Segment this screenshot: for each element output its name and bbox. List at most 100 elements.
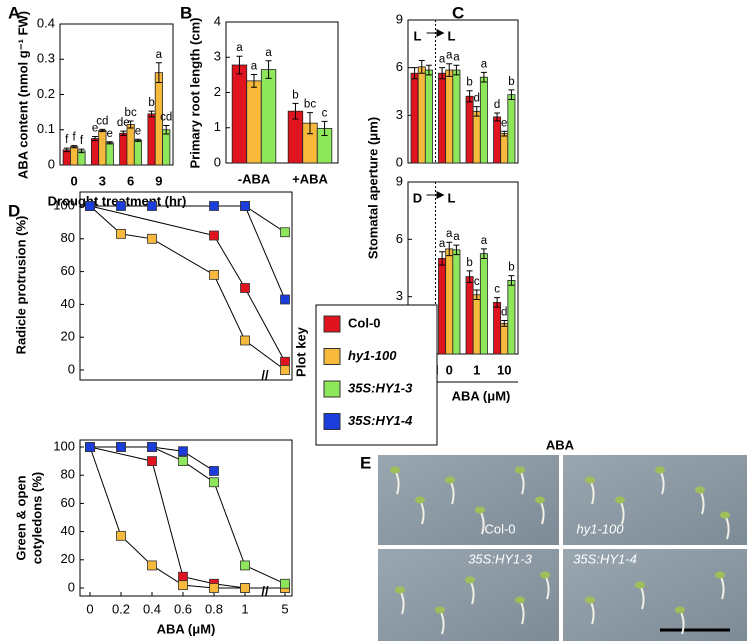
legend-swatch (323, 348, 341, 365)
significance-letter: b (508, 262, 514, 274)
seedling-leaf (475, 506, 485, 514)
series-line (89, 446, 285, 589)
error-bar (307, 112, 313, 135)
error-bar (127, 120, 134, 129)
significance-letter: b (292, 89, 298, 101)
seedling-leaf (720, 511, 730, 519)
bar (452, 69, 461, 164)
bar (445, 69, 454, 164)
point (280, 356, 290, 367)
significance-letter: cd (160, 112, 172, 124)
point (85, 201, 95, 211)
error-bar (494, 297, 501, 308)
x-tick-label: 1 (241, 601, 248, 616)
significance-letter: a (156, 49, 163, 61)
y-tick-label: 1 (214, 119, 221, 134)
significance-letter: c (322, 107, 328, 119)
point (209, 583, 219, 593)
y-tick-label: 9 (396, 173, 403, 188)
error-bar (155, 62, 162, 84)
error-bar (466, 90, 473, 103)
panel-letter: E (360, 453, 371, 472)
point (209, 201, 219, 211)
significance-letter: a (265, 47, 272, 59)
error-bar (99, 128, 106, 133)
error-bar (236, 55, 243, 75)
significance-letter: d (494, 99, 500, 111)
legend-label: Col-0 (348, 315, 381, 330)
bar (126, 124, 135, 166)
error-bar (466, 270, 473, 283)
bar (410, 72, 419, 164)
significance-letter: b (466, 77, 472, 89)
legend-title: Plot key (293, 326, 308, 377)
y-tick-label: 3 (396, 288, 403, 303)
error-bar (163, 125, 170, 135)
bar (465, 95, 474, 164)
seedling-leaf (445, 476, 455, 484)
point (116, 201, 126, 211)
seedling-leaf (675, 606, 685, 614)
y-tick-label: 0.4 (37, 15, 55, 30)
plot-frame (79, 439, 293, 597)
y-tick-label: 0.3 (37, 51, 55, 66)
significance-letter: b (466, 257, 472, 269)
y-tick-label: 100 (53, 438, 75, 453)
y-tick-label: 60 (61, 495, 75, 510)
bar (105, 142, 114, 166)
bar (438, 72, 447, 164)
seedling-leaf (635, 581, 645, 589)
photo-label: 35S:HY1-4 (573, 551, 637, 566)
point (240, 335, 250, 346)
y-tick-label: 6 (396, 231, 403, 246)
error-bar (265, 60, 272, 79)
plot-frame (79, 191, 293, 381)
x-tick-label: 9 (155, 173, 162, 188)
photo-title: ABA (546, 437, 575, 452)
y-tick-label: 80 (61, 467, 75, 482)
point (240, 283, 250, 293)
error-bar (508, 275, 515, 286)
y-tick-label: 0.2 (37, 86, 55, 101)
error-bar (63, 147, 70, 153)
bar (62, 149, 71, 166)
x-tick-label: 0.8 (205, 601, 223, 616)
seedling-leaf (395, 586, 405, 594)
seedling-leaf (465, 576, 475, 584)
error-bar (494, 112, 501, 122)
significance-letter: d (474, 93, 480, 105)
photo-tile (563, 549, 747, 641)
x-tick-label: 10 (497, 362, 511, 377)
seedling-leaf (715, 571, 725, 579)
error-bar (480, 248, 487, 259)
significance-letter: d (501, 307, 507, 319)
point (178, 580, 188, 591)
error-bar (508, 89, 515, 100)
plot-frame (407, 19, 519, 164)
error-bar (78, 148, 85, 154)
x-tick-label: +ABA (292, 171, 328, 186)
point (209, 466, 219, 476)
point (147, 201, 157, 211)
series-line (89, 205, 286, 371)
panel-letter: B (180, 3, 192, 22)
y-axis-label: Radicle protrusion (%) (13, 216, 28, 355)
x-tick-label: 6 (127, 173, 134, 188)
photo-tile (378, 549, 559, 641)
point (280, 227, 290, 238)
y-tick-label: 3 (396, 107, 403, 122)
significance-letter: c (494, 284, 500, 296)
bar (479, 253, 488, 355)
significance-letter: f (65, 134, 69, 146)
bar (260, 69, 277, 164)
panel-letter: D (8, 201, 20, 220)
seedling-leaf (585, 596, 595, 604)
significance-letter: e (501, 117, 507, 129)
point (240, 201, 250, 211)
significance-letter: a (453, 51, 460, 63)
point (209, 230, 219, 241)
y-tick-label: 20 (61, 329, 75, 344)
significance-letter: a (251, 61, 258, 73)
point (85, 442, 95, 452)
annotation: L (414, 28, 422, 43)
